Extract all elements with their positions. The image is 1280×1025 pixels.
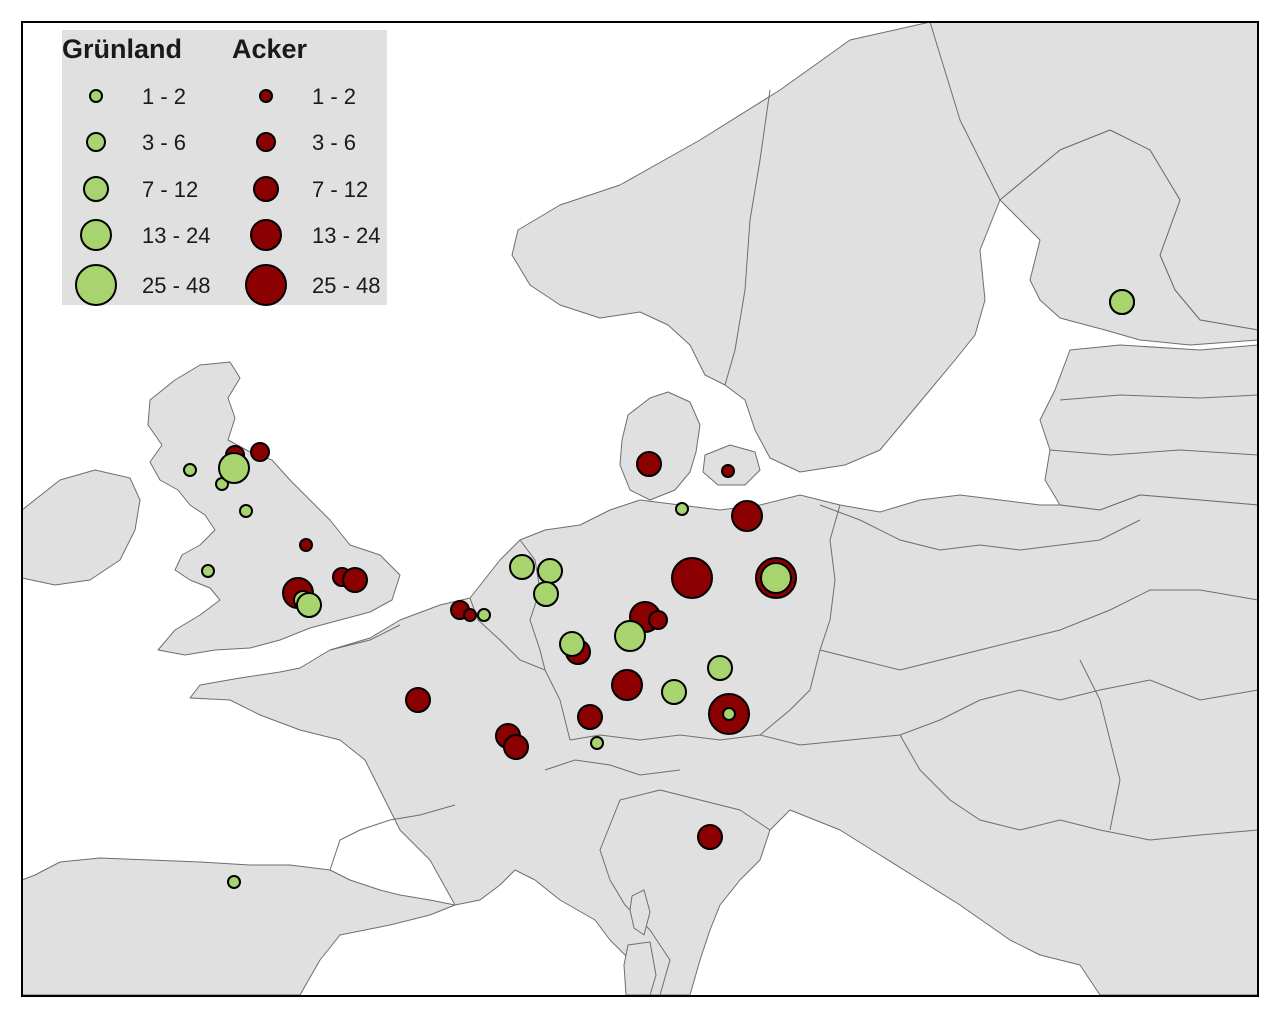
site-acker-30 (671, 557, 713, 599)
site-grunland-45 (1109, 289, 1135, 315)
land-great-britain (147, 361, 401, 656)
legend-items: 1 - 2 3 - 6 7 - 12 13 - 24 25 - 48 1 - 2 3 - 6… (75, 84, 381, 306)
legend-symbol-acker-3 (253, 176, 279, 202)
site-acker-13 (342, 567, 368, 593)
legend-label-acker-2: 3 - 6 (312, 130, 356, 155)
legend-label-grunland-4: 13 - 24 (142, 223, 211, 248)
site-acker-5 (250, 442, 270, 462)
site-acker-7 (299, 538, 313, 552)
site-grunland-34 (661, 679, 687, 705)
site-grunland-26 (559, 631, 585, 657)
legend-symbol-acker-2 (256, 132, 276, 152)
country-borders (329, 21, 1259, 871)
land-baltics (1039, 344, 1259, 511)
site-grunland-14 (227, 875, 241, 889)
legend-label-acker-5: 25 - 48 (312, 273, 381, 298)
legend-title-acker: Acker (232, 34, 308, 64)
site-grunland-11 (296, 592, 322, 618)
site-grunland-32 (760, 562, 792, 594)
base-map (21, 21, 1259, 996)
legend-label-grunland-2: 3 - 6 (142, 130, 186, 155)
legend-symbol-acker-4 (250, 219, 282, 251)
site-grunland-6 (239, 504, 253, 518)
land-italy (599, 789, 771, 996)
site-grunland-41 (675, 502, 689, 516)
site-grunland-24 (590, 736, 604, 750)
land-continent (21, 494, 1259, 996)
legend-symbol-acker-1 (259, 89, 273, 103)
site-grunland-1 (183, 463, 197, 477)
land-denmark (619, 391, 701, 501)
site-acker-16 (463, 608, 477, 622)
legend-symbol-grunland-1 (89, 89, 103, 103)
site-grunland-38 (722, 707, 736, 721)
site-grunland-20 (533, 581, 559, 607)
legend-title-grunland: Grünland (62, 34, 182, 64)
site-acker-43 (697, 824, 723, 850)
legend-label-grunland-3: 7 - 12 (142, 177, 198, 202)
legend-label-grunland-5: 25 - 48 (142, 273, 211, 298)
site-grunland-18 (509, 554, 535, 580)
site-acker-42 (731, 500, 763, 532)
legend-label-acker-4: 13 - 24 (312, 223, 381, 248)
legend-symbol-grunland-3 (83, 176, 109, 202)
land-sardinia (623, 941, 657, 996)
site-symbols (183, 289, 1135, 889)
legend-label-acker-3: 7 - 12 (312, 177, 368, 202)
site-acker-21 (405, 687, 431, 713)
land-ireland (21, 469, 141, 586)
site-acker-40 (721, 464, 735, 478)
site-grunland-33 (707, 655, 733, 681)
site-acker-36 (577, 704, 603, 730)
legend-symbol-grunland-4 (80, 219, 112, 251)
legend-label-acker-1: 1 - 2 (312, 84, 356, 109)
site-grunland-8 (201, 564, 215, 578)
site-acker-35 (611, 669, 643, 701)
map-frame (21, 21, 1259, 997)
site-grunland-29 (614, 620, 646, 652)
site-grunland-19 (537, 558, 563, 584)
land-corsica (629, 889, 651, 936)
legend-symbol-grunland-2 (86, 132, 106, 152)
legend: Grünland Acker 1 - 2 3 - 6 7 - 12 13 - 24 25… (62, 30, 387, 306)
legend-background (62, 30, 387, 305)
legend-symbol-acker-5 (245, 264, 287, 306)
site-grunland-17 (477, 608, 491, 622)
site-grunland-4 (218, 452, 250, 484)
legend-label-grunland-1: 1 - 2 (142, 84, 186, 109)
site-acker-39 (636, 451, 662, 477)
site-acker-28 (648, 610, 668, 630)
legend-symbol-grunland-5 (75, 264, 117, 306)
site-acker-23 (503, 734, 529, 760)
